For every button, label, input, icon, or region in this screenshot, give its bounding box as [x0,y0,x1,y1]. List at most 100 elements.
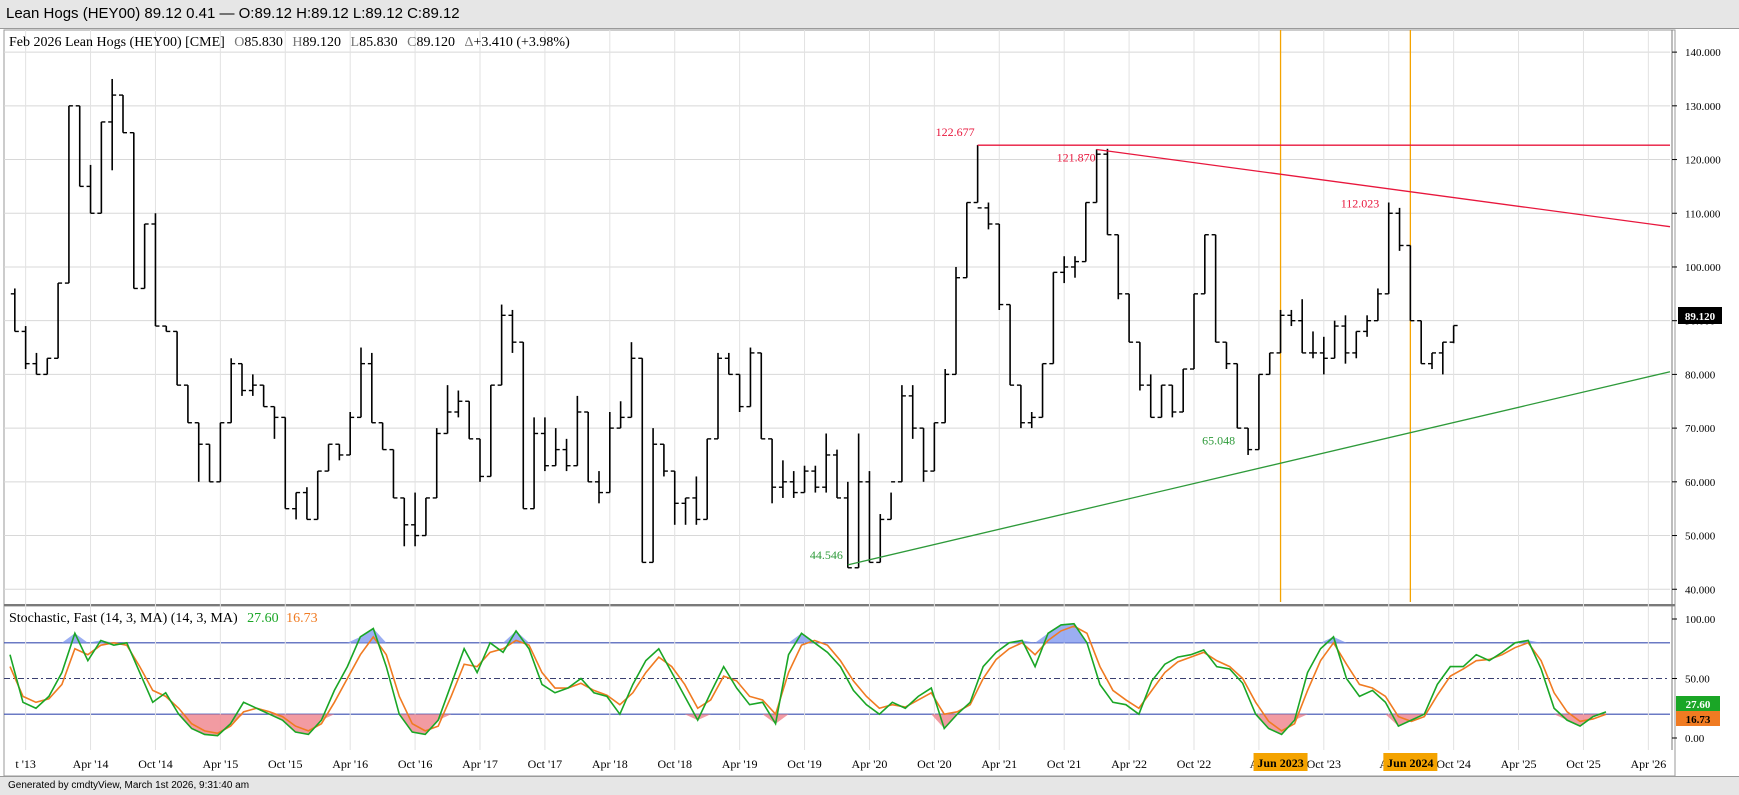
ohlc-bar [335,443,344,461]
ohlc-bar [302,487,311,521]
x-tick-label: Apr '26 [1630,757,1666,771]
event-marker-box [1383,753,1438,771]
x-tick-label: Oct '23 [1307,757,1342,771]
ohlc-bar [746,347,755,408]
ohlc-bar [1179,368,1188,413]
ohlc-bar [216,422,225,483]
ohlc-bar [389,448,398,499]
ohlc-bar [465,400,474,440]
ohlc-bar [346,412,355,456]
svg-text:27.60: 27.60 [1686,699,1711,711]
ohlc-bar [1016,384,1025,429]
ohlc-bar [854,433,863,569]
ohlc-bar [486,384,495,478]
ohlc-bar [1006,303,1015,386]
y-tick-label: 40.000 [1685,584,1716,596]
ohlc-bar [367,352,376,424]
x-tick-label: Oct '22 [1177,757,1212,771]
ohlc-bar [530,417,539,510]
ohlc-bar [1417,319,1426,365]
event-marker-label: Jun 2024 [1387,756,1433,770]
ohlc-bar [919,427,928,482]
x-tick-label: Oct '15 [268,757,303,771]
ohlc-bar [584,411,593,483]
y-tick-label: 130.000 [1685,101,1721,113]
stochastic-panel[interactable] [3,605,1676,776]
ohlc-bar [400,497,409,547]
price-annotation: 122.677 [936,125,975,139]
ohlc-bar [1438,341,1447,375]
ohlc-bar [735,373,744,412]
stochastic-y-axis: 100.00 50.00 0.00 [1672,614,1716,745]
ohlc-bar [1287,309,1296,327]
ohlc-bar [1071,256,1079,278]
x-tick-label: Apr '19 [722,757,758,771]
k-value-tag: 27.60 [1676,696,1720,711]
x-tick-label: Apr '21 [981,757,1017,771]
x-axis: t '13 Apr '14 Oct '14 Apr '15 Oct '15 Apr '16… [15,757,1666,771]
ohlc-bar [659,443,668,477]
support-ascending-line [847,371,1671,566]
ohlc-bar [811,465,820,493]
ohlc-bar [476,438,484,482]
ohlc-bar [952,266,960,376]
overbought-fill [1035,623,1087,643]
stoch-y-tick-label: 50.00 [1685,674,1710,686]
last-price-tag: 89.120 [1678,307,1722,324]
y-tick-label: 100.000 [1685,262,1721,274]
price-panel[interactable] [3,29,1676,607]
ohlc-bar [843,481,852,569]
ohlc-bar [1395,207,1404,251]
x-tick-label: Apr '20 [852,757,888,771]
trendlines[interactable] [847,144,1671,566]
ohlc-bar [1049,271,1058,365]
ohlc-bar [1298,299,1307,354]
ohlc-bar [259,384,268,408]
stoch-k-line [9,622,1607,737]
ohlc-bar [1341,315,1350,364]
d-value-tag: 16.73 [1676,711,1720,726]
stochastic-lines [9,622,1607,737]
oversold-fill [1554,714,1606,727]
svg-text:16.73: 16.73 [1686,714,1711,726]
x-tick-label: Oct '24 [1436,757,1471,771]
stoch-y-tick-label: 0.00 [1685,733,1705,745]
ohlc-bar [1254,373,1263,451]
k-value: 27.60 [247,611,279,626]
footer-text: Generated by cmdtyView, March 1st 2026, … [8,780,250,791]
price-annotation: 44.546 [810,548,843,562]
ohlc-bar [173,330,182,386]
ohlc-bar [1190,293,1198,370]
y-tick-label: 60.000 [1685,477,1716,489]
ohlc-bar [714,352,722,440]
ohlc-bar [357,347,365,419]
x-tick-label: Oct '20 [917,757,952,771]
ohlc-bar [75,105,84,188]
ohlc-bar [162,325,171,333]
x-tick-label: Apr '18 [592,757,628,771]
ohlc-bar [1233,362,1242,429]
ohlc-bar [681,497,690,525]
x-tick-label: Oct '25 [1566,757,1601,771]
ohlc-bar [1244,427,1253,455]
window-title-bar: Lean Hogs (HEY00) 89.12 0.41 — O:89.12 H… [0,0,1739,29]
ohlc-bar [778,460,787,498]
ohlc-bar [32,352,41,376]
ohlc-bar [270,405,279,439]
y-tick-label: 80.000 [1685,369,1716,381]
ohlc-bar [876,514,885,564]
ohlc-bar [1135,341,1144,391]
ohlc-bar [1363,315,1372,337]
ohlc-bar [1449,324,1458,344]
ohlc-bar [887,481,896,521]
y-tick-label: 140.000 [1685,47,1721,59]
ohlc-bar [497,304,506,386]
chart-canvas[interactable]: 140.000130.000120.000110.000100.00090.00… [0,28,1739,776]
open-value: 85.830 [244,35,283,50]
ohlc-bar [800,465,809,494]
price-annotation: 121.870 [1057,150,1096,164]
ohlc-bar [605,412,614,494]
ohlc-bar [789,471,798,498]
ohlc-bar [930,422,939,472]
ohlc-bar [1406,244,1415,322]
